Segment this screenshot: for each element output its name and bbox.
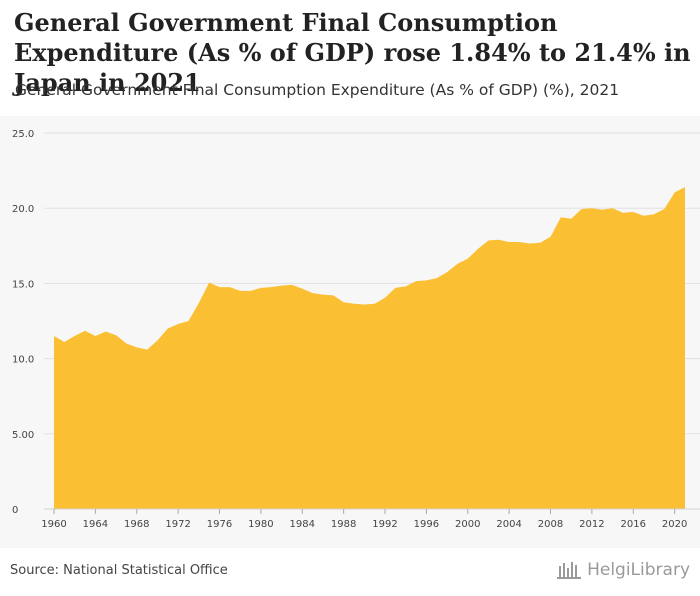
area-chart: 0 5.00 10.0 15.0 20.0 25.0 1960 1964 1968 1972 197… [12,129,700,530]
source-note: Source: National Statistical Office [10,563,228,578]
y-tick-label: 5.00 [12,430,34,441]
x-tick-label: 2008 [538,519,563,530]
y-tick-label: 20.0 [12,204,34,215]
series-area [54,187,685,510]
x-tick-label: 1980 [248,519,273,530]
x-tick-label: 1968 [124,519,149,530]
chart-subtitle: General Government Final Consumption Exp… [15,81,620,99]
x-tick-label: 2000 [455,519,480,530]
x-tick-label: 1960 [41,519,66,530]
helgi-library-logo: HelgiLibrary [556,560,690,580]
library-building-icon [557,562,582,579]
x-tick-label: 1976 [207,519,232,530]
x-tick-label: 1988 [331,519,356,530]
y-tick-label: 10.0 [12,355,34,366]
y-tick-label: 25.0 [12,129,34,140]
x-tick-label: 2016 [621,519,646,530]
x-tick-label: 1964 [83,519,108,530]
x-tick-label: 2020 [662,519,687,530]
chart-title: General Government Final Consumption Exp… [14,8,691,97]
y-tick-label: 15.0 [12,279,34,290]
logo-text: HelgiLibrary [587,560,690,580]
x-tick-label: 1972 [165,519,190,530]
x-tick-label: 2012 [579,519,604,530]
y-tick-label: 0 [12,505,18,516]
x-tick-label: 1984 [290,519,315,530]
x-tick-label: 1992 [372,519,397,530]
x-tick-label: 1996 [414,519,439,530]
x-tick-label: 2004 [496,519,521,530]
